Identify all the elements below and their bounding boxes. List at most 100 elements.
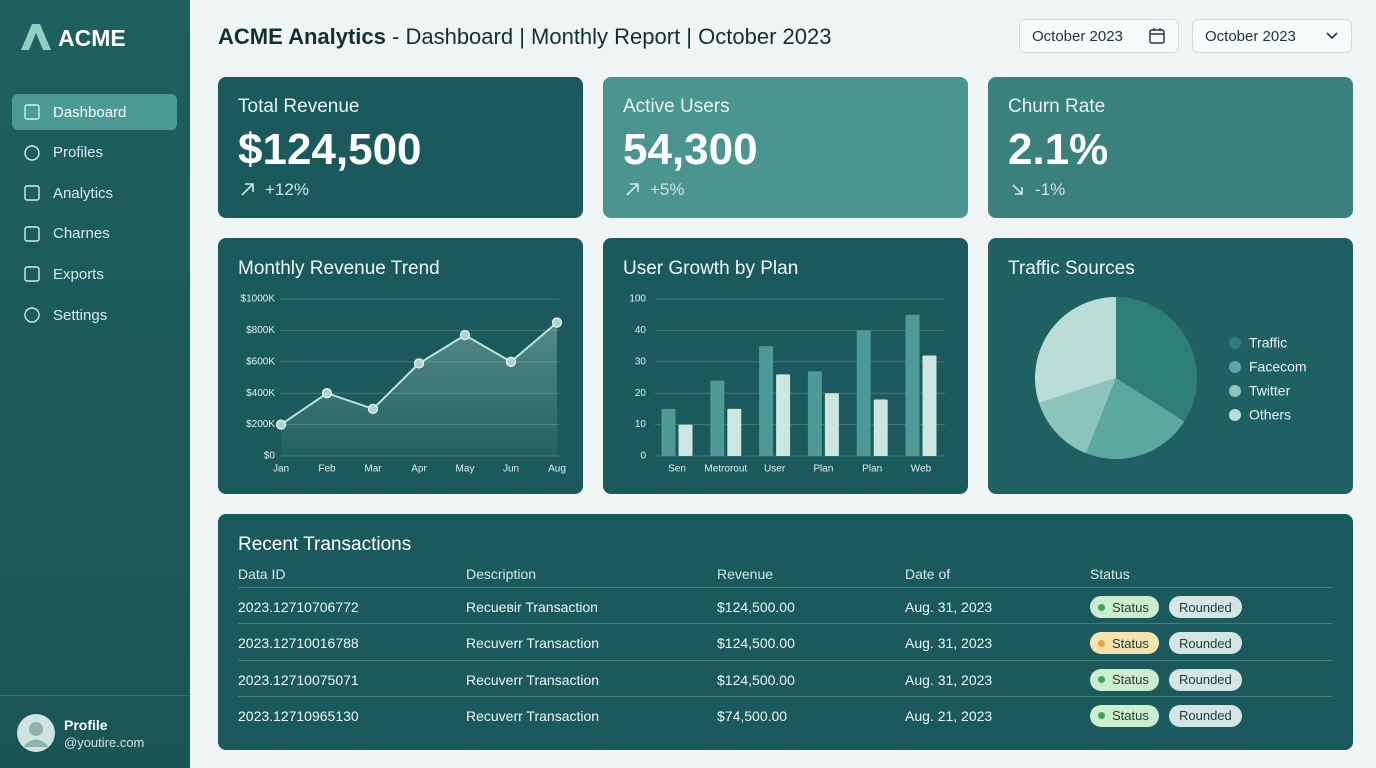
- bar: [873, 399, 888, 456]
- table-cell: Recuverr Transaction: [466, 671, 600, 688]
- y-tick-label: $1000K: [241, 294, 276, 305]
- bar: [727, 408, 742, 456]
- chart-card: Traffic Sources Traffic Facecom Twitter Othe…: [988, 238, 1353, 494]
- legend-swatch: [1229, 385, 1241, 397]
- kpi-change: +12%: [265, 180, 309, 199]
- y-tick-label: $0: [264, 451, 276, 462]
- kpi-value: $124,500: [238, 125, 422, 174]
- chevron-icon: [1326, 32, 1338, 40]
- divider: [0, 695, 190, 696]
- table-cell: $124,500.00: [717, 671, 795, 688]
- column-header: Date of: [905, 566, 951, 582]
- kpi-card: Active Users 54,300 +5%: [603, 77, 968, 218]
- status-pill: Status: [1090, 596, 1159, 618]
- row-divider: [238, 587, 1333, 588]
- legend-label: Others: [1249, 407, 1291, 423]
- y-tick-label: $800K: [246, 325, 275, 336]
- x-tick-label: Jan: [273, 464, 289, 475]
- table-cell: $124,500.00: [717, 635, 795, 652]
- trend-arrow: [626, 183, 639, 196]
- month-select-text: October 2023: [1205, 27, 1296, 45]
- y-tick-label: $600K: [246, 356, 275, 367]
- title-rest: - Dashboard | Monthly Report | October 2…: [392, 24, 832, 49]
- chart-card: User Growth by Plan 0 10 20 30 40 100 Sen Metror…: [603, 238, 968, 494]
- profile-name: Profile: [64, 717, 108, 733]
- status-pill: Status: [1090, 632, 1159, 655]
- icon-shape: [24, 307, 40, 323]
- nav-item[interactable]: Charnes: [12, 216, 177, 252]
- nav-icon: [24, 104, 40, 120]
- point: [505, 356, 517, 367]
- bar: [856, 330, 871, 456]
- arrow-shape: [241, 183, 254, 196]
- icon-shape: [24, 226, 40, 242]
- nav-label: Exports: [53, 265, 104, 283]
- status-text: Status: [1112, 635, 1149, 651]
- icon-shape: [24, 266, 40, 283]
- point: [321, 388, 333, 399]
- page-title: ACME Analytics - Dashboard | Monthly Rep…: [218, 24, 831, 50]
- column-header: Description: [466, 566, 537, 582]
- x-tick-label: Sen: [668, 464, 686, 475]
- table-cell: Aug. 31, 2023: [905, 671, 993, 688]
- legend-label: Traffic: [1249, 335, 1287, 351]
- x-tick-label: Apr: [411, 464, 427, 475]
- tag-pill: Rounded: [1169, 596, 1242, 618]
- chart-card: Monthly Revenue Trend $0 $200K $400K $600K $8…: [218, 238, 583, 494]
- legend-label: Twitter: [1249, 383, 1291, 399]
- table-cell: 2023.12710965130: [238, 707, 359, 724]
- y-tick-label: 40: [635, 325, 647, 336]
- table-cell: 2023.12710016788: [238, 635, 359, 652]
- nav-item[interactable]: Settings: [12, 297, 177, 333]
- nav-label: Analytics: [53, 184, 114, 202]
- y-tick-label: 10: [635, 419, 647, 430]
- table-cell: Recueвir Transaction: [466, 599, 598, 615]
- bar: [678, 424, 693, 456]
- date-picker[interactable]: October 2023: [1019, 19, 1179, 53]
- nav-item[interactable]: Analytics: [12, 175, 177, 211]
- kpi-card: Total Revenue $124,500 +12%: [218, 77, 583, 218]
- y-tick-label: 20: [635, 388, 647, 399]
- chart-title: Monthly Revenue Trend: [238, 258, 440, 279]
- nav-icon: [24, 266, 40, 283]
- nav-item[interactable]: Exports: [12, 256, 177, 292]
- table-cell: Aug. 31, 2023: [905, 635, 993, 652]
- table-cell: Recuverr Transaction: [466, 707, 600, 724]
- status-dot: [1098, 712, 1105, 720]
- x-tick-label: Aug: [548, 464, 566, 475]
- kpi-label: Churn Rate: [1008, 96, 1106, 117]
- row-divider: [238, 659, 1333, 661]
- calendar-icon: [1149, 28, 1165, 44]
- legend-label: Facecom: [1249, 359, 1307, 375]
- avatar[interactable]: [17, 714, 55, 752]
- column-header: Data ID: [238, 566, 286, 582]
- nav-item[interactable]: Dashboard: [12, 94, 177, 130]
- brand: ACME: [58, 25, 126, 51]
- table-cell: 2023.12710075071: [238, 671, 359, 688]
- date-picker-text: October 2023: [1032, 27, 1123, 45]
- x-tick-label: Mar: [364, 464, 382, 475]
- table-cell: Aug. 21, 2023: [905, 707, 993, 724]
- bar: [824, 393, 839, 456]
- tag-pill: Rounded: [1169, 704, 1242, 727]
- y-tick-label: 30: [635, 356, 647, 367]
- title-brand: ACME Analytics: [218, 24, 386, 49]
- point: [551, 317, 563, 328]
- x-tick-label: Metrorout: [704, 464, 747, 475]
- y-tick-label: $400K: [246, 388, 275, 399]
- status-dot: [1098, 676, 1105, 684]
- nav-item[interactable]: Profiles: [12, 135, 177, 171]
- month-select[interactable]: October 2023: [1192, 19, 1352, 53]
- pie-chart: Traffic Sources Traffic Facecom Twitter Othe…: [1008, 258, 1307, 459]
- arrow-shape: [626, 183, 639, 196]
- row-divider: [238, 623, 1333, 625]
- point: [367, 403, 379, 415]
- kpi-value: 2.1%: [1008, 125, 1109, 174]
- status-dot: [1098, 603, 1105, 611]
- kpi-label: Active Users: [623, 96, 730, 117]
- x-tick-label: Plan: [862, 464, 882, 475]
- icon-shape: [24, 104, 40, 120]
- trend-arrow: [1012, 184, 1023, 195]
- x-tick-label: Jun: [503, 464, 519, 475]
